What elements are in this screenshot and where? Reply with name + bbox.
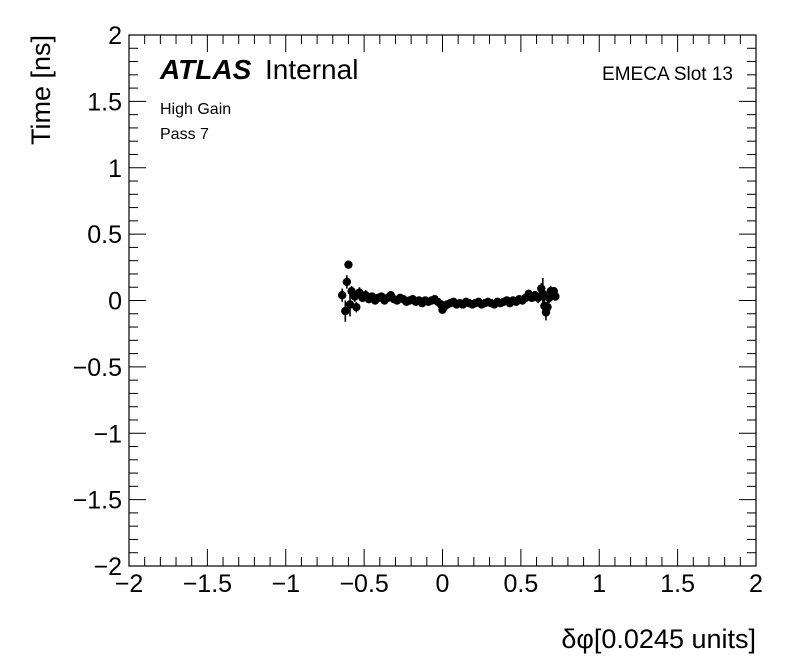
x-tick-label: −2: [115, 570, 144, 598]
data-points: [337, 260, 560, 322]
data-point: [344, 260, 353, 269]
atlas-bold-text: ATLAS: [159, 54, 252, 85]
atlas-internal-text: Internal: [265, 54, 358, 85]
slot-label: EMECA Slot 13: [602, 64, 733, 85]
y-tick-label: −1: [93, 420, 122, 448]
x-tick-label: −0.5: [339, 570, 388, 598]
y-tick-label: 1: [108, 155, 122, 183]
pass-label: Pass 7: [160, 126, 209, 143]
y-tick-label: 1.5: [87, 88, 122, 116]
x-tick-label: 0: [436, 570, 450, 598]
y-tick-label: −2: [93, 553, 122, 581]
data-point: [345, 300, 355, 309]
y-tick-label: −1.5: [73, 487, 122, 515]
y-axis-title: Time [ns]: [26, 35, 56, 145]
atlas-label: ATLAS Internal: [159, 54, 358, 85]
x-tick-label: 1: [592, 570, 606, 598]
data-point: [543, 302, 552, 312]
data-point: [341, 306, 350, 316]
y-tick-labels: −2 −1.5 −1 −0.5 0 0.5 1 1.5 2: [73, 22, 122, 581]
data-point: [337, 290, 347, 300]
x-tick-labels: −2 −1.5 −1 −0.5 0 0.5 1 1.5 2: [115, 570, 763, 598]
y-tick-label: 2: [108, 22, 122, 50]
y-tick-label: 0.5: [87, 221, 122, 249]
gain-label: High Gain: [160, 101, 231, 118]
data-point: [551, 292, 560, 301]
data-point: [538, 289, 548, 299]
x-tick-label: 0.5: [503, 570, 538, 598]
x-tick-label: −1: [271, 570, 300, 598]
x-tick-label: −1.5: [183, 570, 232, 598]
x-tick-label: 2: [749, 570, 763, 598]
x-tick-label: 1.5: [660, 570, 695, 598]
axis-ticks: [128, 34, 757, 567]
data-point: [352, 302, 361, 312]
y-tick-label: −0.5: [73, 354, 122, 382]
x-axis-title: δφ[0.0245 units]: [561, 624, 756, 654]
y-tick-label: 0: [108, 288, 122, 316]
data-point: [342, 277, 352, 287]
